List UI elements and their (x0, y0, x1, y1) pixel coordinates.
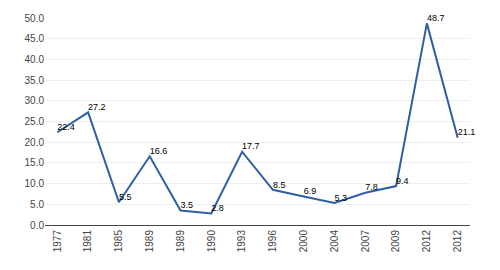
svg-text:2.8: 2.8 (211, 203, 224, 213)
svg-text:27.2: 27.2 (88, 102, 106, 112)
svg-text:15.0: 15.0 (25, 157, 45, 168)
svg-text:2004: 2004 (329, 230, 340, 253)
svg-text:40.0: 40.0 (25, 54, 45, 65)
svg-text:21.1: 21.1 (458, 127, 476, 137)
svg-text:1981: 1981 (82, 230, 93, 253)
svg-text:1989: 1989 (144, 230, 155, 253)
svg-text:7.8: 7.8 (365, 182, 378, 192)
svg-text:30.0: 30.0 (25, 95, 45, 106)
svg-text:2007: 2007 (360, 230, 371, 253)
svg-text:1985: 1985 (113, 230, 124, 253)
svg-text:6.9: 6.9 (304, 186, 317, 196)
svg-text:1996: 1996 (267, 230, 278, 253)
svg-text:10.0: 10.0 (25, 178, 45, 189)
svg-text:2000: 2000 (298, 230, 309, 253)
svg-text:1990: 1990 (206, 230, 217, 253)
svg-text:1993: 1993 (236, 230, 247, 253)
svg-text:9.4: 9.4 (396, 176, 409, 186)
svg-text:1989: 1989 (175, 230, 186, 253)
svg-text:20.0: 20.0 (25, 137, 45, 148)
svg-text:25.0: 25.0 (25, 116, 45, 127)
svg-text:5.3: 5.3 (334, 193, 347, 203)
svg-text:2009: 2009 (390, 230, 401, 253)
svg-text:16.6: 16.6 (150, 146, 168, 156)
svg-text:3.5: 3.5 (181, 200, 194, 210)
svg-text:45.0: 45.0 (25, 33, 45, 44)
svg-text:35.0: 35.0 (25, 75, 45, 86)
svg-text:48.7: 48.7 (427, 13, 445, 23)
svg-text:5.0: 5.0 (30, 199, 44, 210)
svg-text:0.0: 0.0 (30, 220, 44, 231)
svg-text:2012: 2012 (452, 230, 463, 253)
svg-text:50.0: 50.0 (25, 13, 45, 24)
svg-text:22.4: 22.4 (57, 122, 75, 132)
svg-text:17.7: 17.7 (242, 141, 260, 151)
svg-text:2012: 2012 (421, 230, 432, 253)
svg-text:5.5: 5.5 (119, 192, 132, 202)
svg-text:1977: 1977 (52, 230, 63, 253)
svg-text:8.5: 8.5 (273, 180, 286, 190)
